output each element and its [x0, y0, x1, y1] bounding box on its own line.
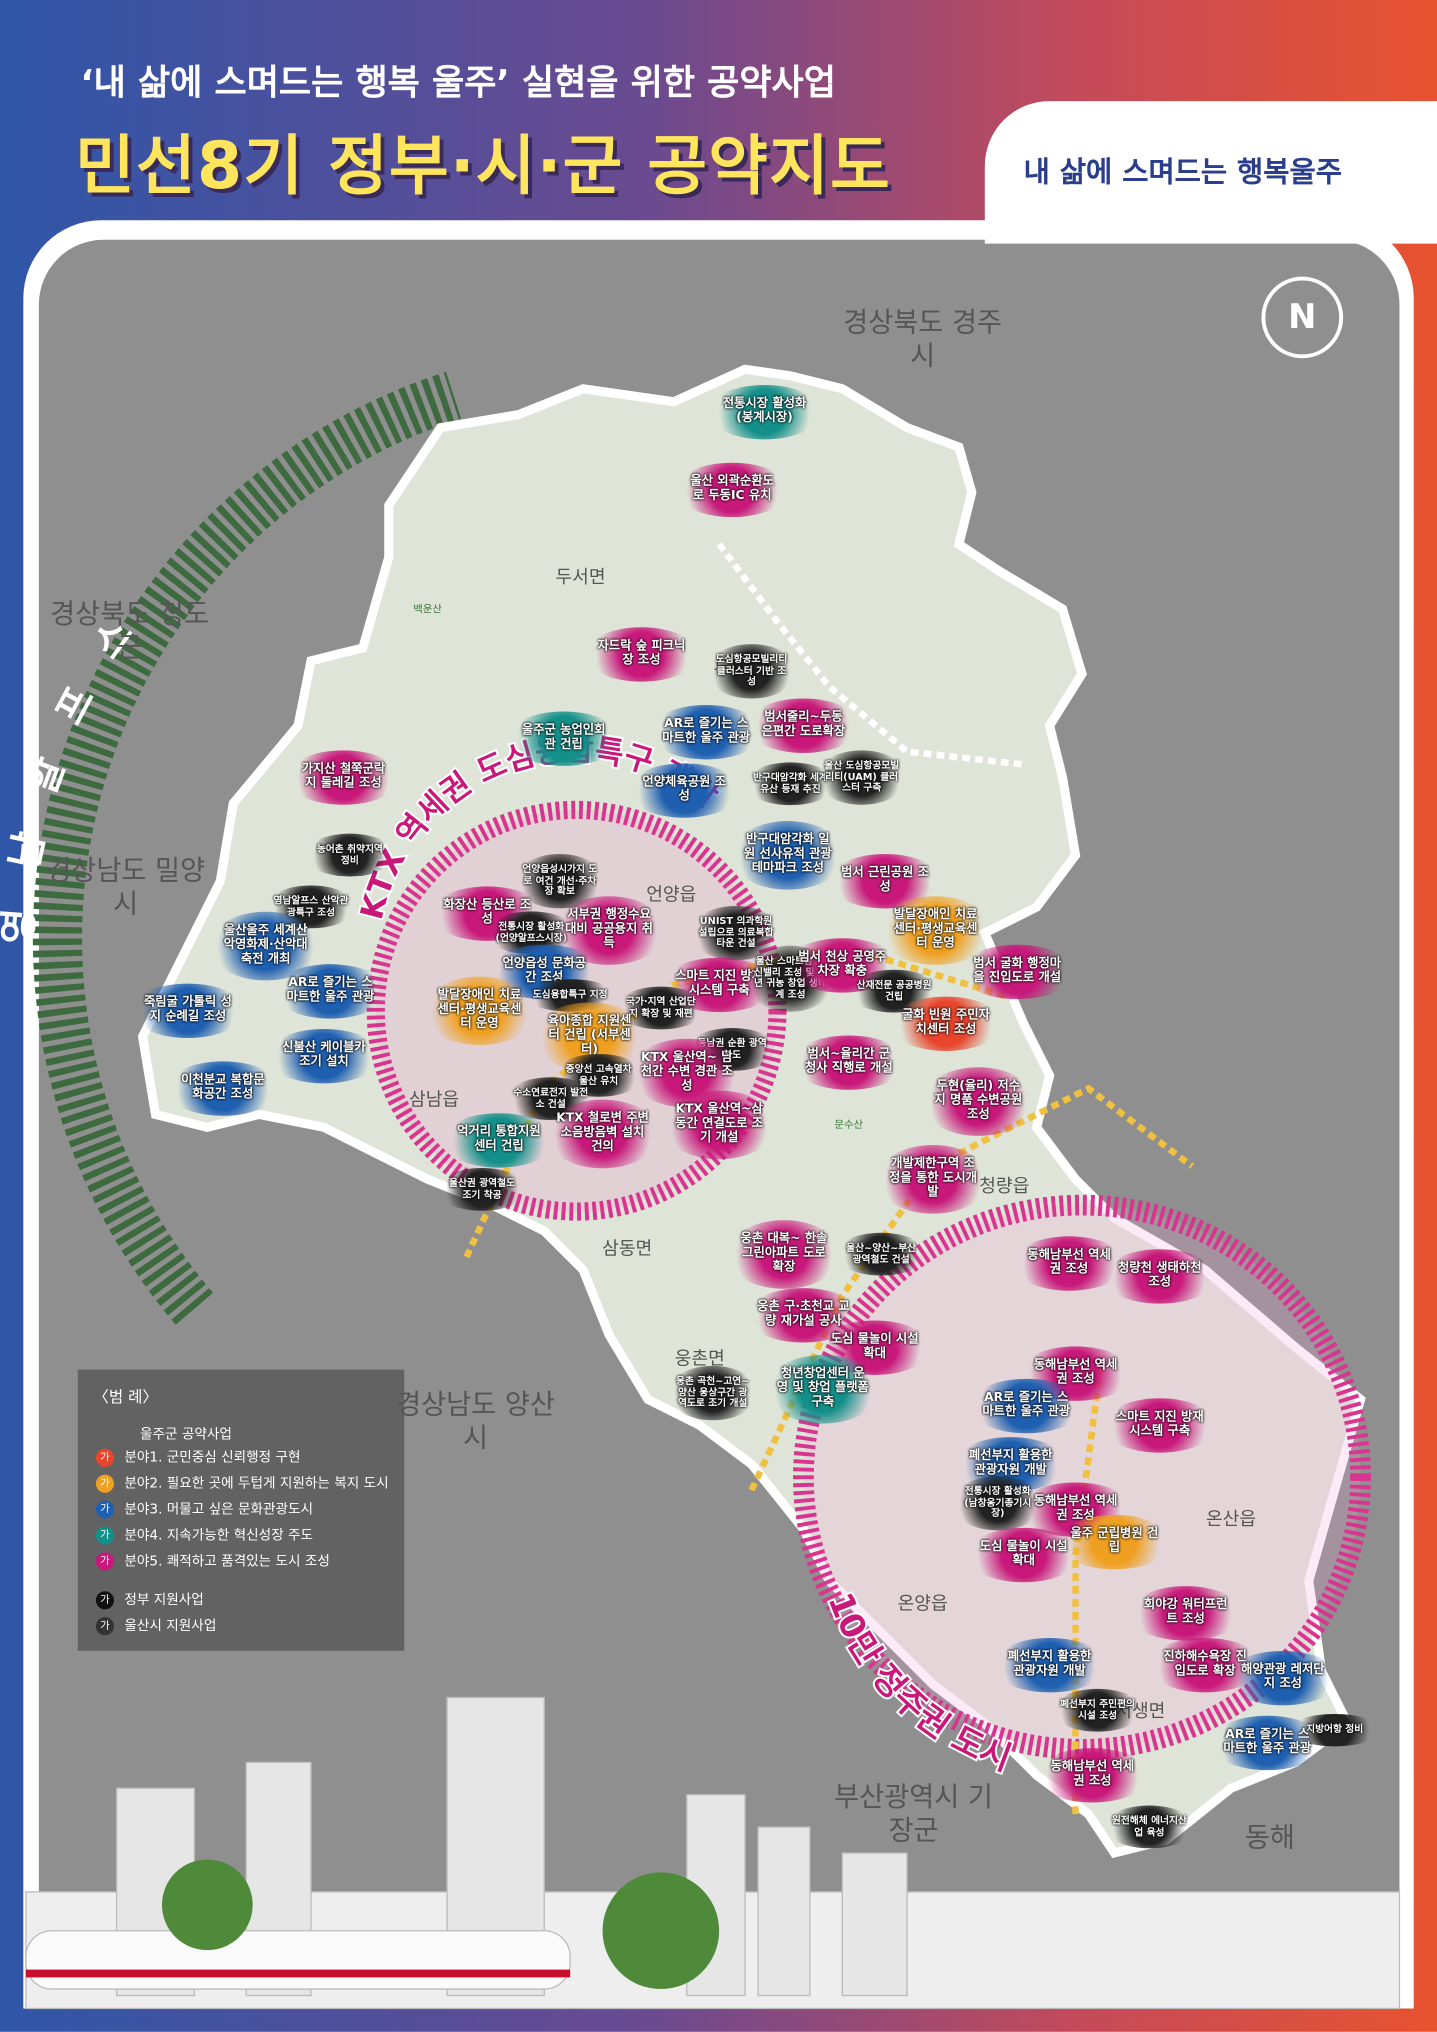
legend-heading: 울주군 공약사업	[139, 1426, 232, 1443]
legend-item: 가 분야1. 군민중심 신뢰행정 구현	[95, 1447, 301, 1467]
road	[716, 542, 1025, 768]
pin-label: 울산 도심항공모빌리티(UAM) 클러스터 구축	[816, 750, 908, 805]
pin-label: 청년창업센터 운영 및 창업 플랫폼 구축	[765, 1354, 880, 1424]
pin-label: 개발제한구역 조정을 통한 도시개발	[875, 1144, 990, 1214]
peak-label: 문수산	[834, 1118, 864, 1131]
pin-label: 폐선부지 활용한 관광자원 개발	[992, 1637, 1107, 1693]
legend-marker: 가	[95, 1617, 115, 1636]
pin-label: 청량천 생태하천 조성	[1102, 1249, 1217, 1304]
pin-label: 도심 물놀이 시설 확대	[966, 1527, 1081, 1583]
pin-label: 범서~율리간 군청사 직행로 개설	[791, 1035, 906, 1090]
pin-label: 웅촌 대복~ 한솔그린아파트 도로 확장	[726, 1220, 841, 1289]
town-label: 삼동면	[602, 1238, 653, 1260]
peak-label: 백운산	[413, 603, 442, 615]
pin-label: 억거리 통합지원센터 건립	[441, 1113, 556, 1168]
region-label: 경상북도 청도군	[50, 598, 210, 664]
region-label: 경상남도 양산시	[396, 1388, 555, 1454]
pin-label: 언양체육공원 조성	[627, 763, 742, 818]
pin-label: 전통시장 활성화 (봉계시장)	[707, 384, 822, 440]
pin-label: 신불산 케이블카 조기 설치	[266, 1028, 381, 1084]
legend-marker: 가	[95, 1552, 115, 1571]
town-label: 청량읍	[979, 1176, 1030, 1198]
pin-label: AR로 즐기는 스마트한 울주 관광	[273, 964, 388, 1019]
compass	[1261, 276, 1344, 359]
legend-marker: 가	[95, 1500, 115, 1519]
pin-label: 동해남부선 역세권 조성	[1035, 1748, 1150, 1803]
legend-item: 가 분야3. 머물고 싶은 문화관광도시	[95, 1499, 314, 1519]
pin-label: 자드락 숲 피크닉장 조성	[584, 627, 699, 682]
legend-label: 분야5. 쾌적하고 품격있는 도시 조성	[124, 1553, 330, 1570]
subtitle: ‘내 삶에 스며드는 행복 울주’ 실현을 위한 공약사업	[80, 63, 836, 104]
skyline	[25, 1696, 1401, 2010]
legend-label: 분야3. 머물고 싶은 문화관광도시	[124, 1501, 314, 1518]
pin-label: 웅촌 곡천~고연~양산 웅상구간 광역도로 조기 개설	[667, 1365, 759, 1421]
region-label: 부산광역시 기장군	[834, 1781, 993, 1847]
town-label: 온산읍	[1205, 1509, 1257, 1531]
pin-label: 원전해체 에너지산업 육성	[1104, 1805, 1195, 1849]
pin-label: 반구대암각화 일원 선사유적 관광테마파크 조성	[730, 821, 845, 890]
legend-label: 분야2. 필요한 곳에 두텁게 지원하는 복지 도시	[124, 1475, 389, 1492]
pin-label: 죽림굴 가톨릭 성지 순례길 조성	[130, 983, 245, 1038]
pin-label: 회야강 워터프런트 조성	[1128, 1586, 1243, 1641]
pin-label: 국가·지역 산업단지 확장 및 재편	[615, 986, 707, 1030]
logo-card	[984, 101, 1437, 244]
pin-label: AR로 즐기는 스마트한 울주 관광	[1210, 1715, 1325, 1770]
alps-band	[32, 371, 462, 1325]
pin-label: 범서줄리~두동 은편간 도로확장	[746, 698, 861, 753]
pin-label: 울산~양산~부산 광역철도 건설	[835, 1232, 927, 1276]
legend-marker: 가	[95, 1526, 115, 1545]
pin-label: 울주군 농업인회관 건립	[506, 711, 621, 766]
pin-label: 범서 굴화 행정마을 진입도로 개설	[960, 944, 1075, 999]
pin-label: 가지산 철쭉군락지 둘레길 조성	[286, 750, 401, 805]
title: 민선8기 정부·시·군 공약지도	[75, 128, 891, 204]
logo: 내 삶에 스며드는 행복울주	[1023, 156, 1342, 190]
pin-label: AR로 즐기는 스마트한 울주 관광	[969, 1378, 1084, 1434]
legend-item: 가 분야5. 쾌적하고 품격있는 도시 조성	[95, 1551, 330, 1571]
legend-item: 가 정부 지원사업	[95, 1590, 204, 1610]
town-label: 두서면	[555, 567, 606, 589]
pin-label: 농어촌 취약지역 정비	[304, 833, 396, 877]
pin-label: 해양관광 레저단지 조성	[1225, 1650, 1340, 1706]
pin-label: 중앙선 고속열차 울산 유치	[553, 1053, 645, 1098]
pin-label: 이천분교 복합문화공간 조성	[165, 1061, 280, 1116]
legend-marker: 가	[95, 1448, 115, 1467]
pin-label: KTX 철로변 주변 소음방음벽 설치 건의	[545, 1099, 660, 1169]
pin-label: 굴화 빈원 주민자치센터 조성	[888, 996, 1003, 1051]
legend-marker: 가	[95, 1474, 115, 1493]
legend-item: 가 울산시 지원사업	[95, 1616, 217, 1636]
legend-label: 울산시 지원사업	[124, 1618, 217, 1635]
legend-title: 〈범 례〉	[93, 1387, 158, 1406]
pin-label: 발달장애인 치료센터·평생교육센터 운영	[422, 976, 537, 1045]
legend-item: 가 분야4. 지속가능한 혁신성장 주도	[95, 1525, 314, 1545]
town-label: 언양읍	[646, 885, 697, 906]
town-label: 웅촌면	[674, 1348, 725, 1370]
pin-label: 울산권 광역철도 조기 착공	[436, 1168, 528, 1212]
pin-label: 스마트 지진 방재 시스템 구축	[1102, 1398, 1217, 1453]
pin-label: 두현(율리) 저수지 명품 수변공원 조성	[921, 1067, 1036, 1136]
compass-label: N	[1288, 298, 1317, 337]
legend-label: 정부 지원사업	[124, 1592, 204, 1609]
legend: 〈범 례〉 울주군 공약사업 가 분야1. 군민중심 신뢰행정 구현 가 분야2. 필…	[77, 1369, 405, 1651]
town-label: 온양읍	[897, 1593, 948, 1615]
pin-label: 도심항공모빌리티 클러스터 기반 조성	[706, 644, 797, 699]
pin-label: AR로 즐기는 스마트한 울주 관광	[649, 705, 764, 760]
legend-marker: 가	[95, 1591, 115, 1610]
region-label: 경상남도 밀양시	[46, 854, 206, 921]
region-label: 동해	[1244, 1821, 1295, 1853]
town-label: 삼남읍	[409, 1089, 460, 1111]
pin-label: 폐선부지 주민편의시설 조성	[1052, 1688, 1143, 1732]
legend-label: 분야1. 군민중심 신뢰행정 구현	[124, 1450, 301, 1466]
legend-label: 분야4. 지속가능한 혁신성장 주도	[124, 1527, 314, 1544]
pin-label: 울산 외곽순환도로 두동IC 유치	[675, 462, 790, 517]
region-label: 경상북도 경주시	[843, 306, 1003, 372]
pin-label: KTX 울산역~삼동간 연결도로 조기 개설	[662, 1090, 777, 1159]
legend-item: 가 분야2. 필요한 곳에 두텁게 지원하는 복지 도시	[95, 1473, 389, 1493]
